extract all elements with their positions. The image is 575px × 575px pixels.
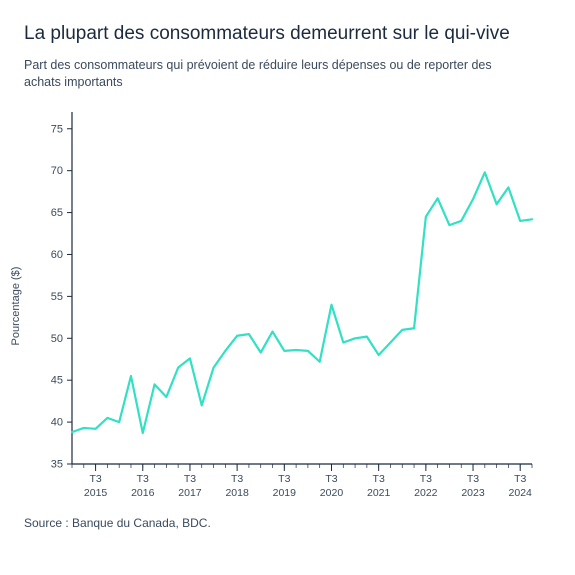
svg-text:45: 45	[51, 374, 63, 386]
svg-text:2016: 2016	[131, 487, 155, 499]
y-axis-label: Pourcentage ($)	[10, 266, 22, 345]
svg-text:2017: 2017	[178, 487, 202, 499]
svg-text:60: 60	[51, 249, 63, 261]
svg-text:T3: T3	[278, 473, 290, 485]
svg-text:T3: T3	[325, 473, 337, 485]
chart-area: Pourcentage ($) 354045505560657075T32015…	[30, 106, 540, 506]
svg-text:55: 55	[51, 291, 63, 303]
svg-text:2021: 2021	[367, 487, 391, 499]
svg-text:T3: T3	[184, 473, 196, 485]
svg-text:65: 65	[51, 207, 63, 219]
svg-text:2022: 2022	[414, 487, 438, 499]
svg-text:T3: T3	[89, 473, 101, 485]
svg-text:T3: T3	[373, 473, 385, 485]
line-chart: 35 40 45 50 55 60 65 70 75 T3 2015 T3 2016 T3 2017 T3 20…	[30, 106, 540, 506]
chart-subtitle: Part des consommateurs qui prévoient de …	[24, 57, 494, 92]
svg-text:2015: 2015	[84, 487, 108, 499]
svg-text:T3: T3	[420, 473, 432, 485]
svg-text:2024: 2024	[509, 487, 533, 499]
svg-text:T3: T3	[231, 473, 243, 485]
svg-text:T3: T3	[514, 473, 526, 485]
svg-text:2018: 2018	[225, 487, 249, 499]
svg-text:75: 75	[51, 123, 63, 135]
chart-title: La plupart des consommateurs demeurrent …	[24, 22, 551, 47]
svg-text:70: 70	[51, 165, 63, 177]
svg-text:2020: 2020	[320, 487, 344, 499]
svg-text:50: 50	[51, 332, 63, 344]
svg-text:40: 40	[51, 416, 63, 428]
source-text: Source : Banque du Canada, BDC.	[24, 516, 551, 530]
svg-text:35: 35	[51, 458, 63, 470]
svg-text:2019: 2019	[273, 487, 297, 499]
svg-text:2023: 2023	[461, 487, 485, 499]
svg-text:T3: T3	[467, 473, 479, 485]
svg-text:T3: T3	[137, 473, 149, 485]
